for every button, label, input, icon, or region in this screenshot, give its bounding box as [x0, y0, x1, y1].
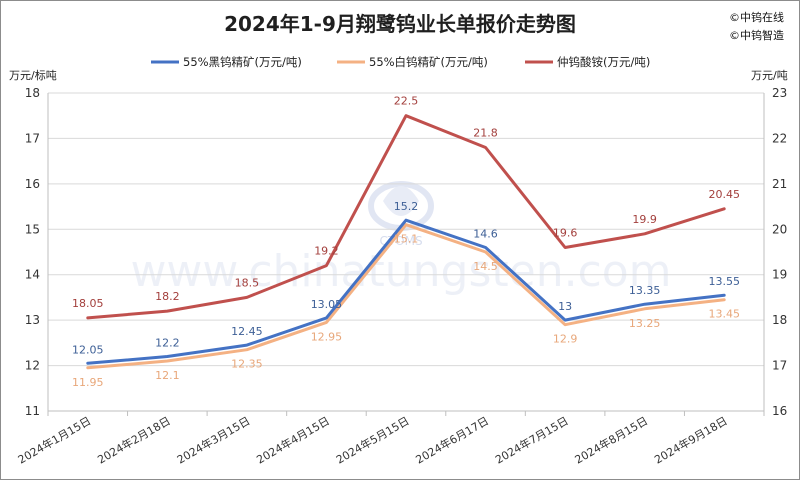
x-tick-label: 2024年8月15日: [572, 413, 650, 466]
data-label-series-2: 12.1: [155, 369, 180, 382]
legend-label-series-3: 仲钨酸铵(万元/吨): [557, 55, 650, 69]
data-label-series-3: 19.2: [314, 245, 339, 258]
x-tick-label: 2024年7月15日: [493, 413, 571, 466]
data-label-series-3: 22.5: [394, 95, 419, 108]
data-label-series-2: 12.95: [311, 330, 343, 343]
brand-line-2: ©中钨智造: [729, 28, 784, 42]
watermark-text: www.chinatungsten.com: [130, 246, 671, 297]
y-right-tick-label: 20: [772, 222, 787, 236]
y-left-axis-unit: 万元/标吨: [9, 68, 57, 82]
x-tick-label: 2024年6月17日: [413, 413, 491, 466]
data-label-series-1: 14.6: [473, 227, 498, 240]
y-right-tick-label: 18: [772, 313, 787, 327]
x-tick-label: 2024年9月18日: [652, 413, 730, 466]
data-label-series-2: 12.35: [231, 358, 263, 371]
data-label-series-1: 13.35: [629, 284, 661, 297]
y-right-tick-label: 16: [772, 404, 787, 418]
x-tick-label: 2024年3月15日: [174, 413, 252, 466]
chart-title: 2024年1-9月翔鹭钨业长单报价走势图: [224, 12, 576, 36]
y-right-axis-unit: 万元/吨: [751, 69, 788, 82]
data-label-series-2: 15.1: [394, 233, 419, 246]
data-label-series-1: 12.2: [155, 336, 180, 349]
x-tick-label: 2024年2月18日: [95, 413, 173, 466]
y-right-tick-label: 17: [772, 359, 787, 373]
data-label-series-1: 12.45: [231, 325, 263, 338]
data-label-series-2: 12.9: [553, 333, 578, 346]
data-label-series-1: 12.05: [72, 343, 104, 356]
y-left-tick-label: 12: [25, 359, 40, 373]
legend: 55%黑钨精矿(万元/吨) 55%白钨精矿(万元/吨) 仲钨酸铵(万元/吨): [151, 55, 650, 69]
x-tick-label: 2024年1月15日: [15, 413, 93, 466]
y-left-tick-label: 17: [25, 131, 40, 145]
data-label-series-3: 20.45: [708, 188, 740, 201]
legend-label-series-2: 55%白钨精矿(万元/吨): [369, 55, 488, 69]
data-label-series-3: 18.05: [72, 297, 104, 310]
y-left-tick-label: 13: [25, 313, 40, 327]
data-label-series-3: 19.9: [632, 213, 657, 226]
series-lines: [86, 114, 726, 370]
data-label-series-3: 21.8: [473, 127, 498, 140]
y-left-tick-label: 18: [25, 86, 40, 100]
data-label-series-2: 14.5: [473, 260, 498, 273]
y-left-tick-label: 15: [25, 222, 40, 236]
brand-line-1: ©中钨在线: [729, 10, 784, 24]
data-labels: 12.05 12.2 12.45 13.05 15.2 14.6 13 13.35 13.55 1…: [72, 95, 740, 389]
data-label-series-1: 13: [558, 300, 572, 313]
y-left-tick-label: 14: [25, 268, 40, 282]
watermark: CTOMS www.chinatungsten.com: [130, 181, 672, 297]
data-label-series-2: 13.45: [708, 308, 740, 321]
data-label-series-2: 13.25: [629, 317, 661, 330]
legend-label-series-1: 55%黑钨精矿(万元/吨): [183, 55, 302, 69]
series-line-3: [86, 114, 726, 320]
x-tick-label: 2024年4月15日: [254, 413, 332, 466]
data-label-series-3: 18.2: [155, 290, 180, 303]
y-right-tick-label: 19: [772, 268, 787, 282]
data-label-series-1: 13.55: [708, 275, 740, 288]
y-left-tick-label: 16: [25, 177, 40, 191]
data-label-series-2: 11.95: [72, 376, 104, 389]
y-right-tick-label: 21: [772, 177, 787, 191]
x-tick-label: 2024年5月15日: [333, 413, 411, 466]
series-line-2: [86, 223, 726, 370]
data-label-series-3: 18.5: [235, 276, 260, 289]
y-right-tick-label: 22: [772, 131, 787, 145]
data-label-series-1: 13.05: [311, 298, 343, 311]
data-label-series-1: 15.2: [394, 200, 419, 213]
data-label-series-3: 19.6: [553, 226, 578, 239]
y-right-tick-label: 23: [772, 86, 787, 100]
y-left-tick-label: 11: [25, 404, 40, 418]
series-line-1: [86, 218, 726, 365]
